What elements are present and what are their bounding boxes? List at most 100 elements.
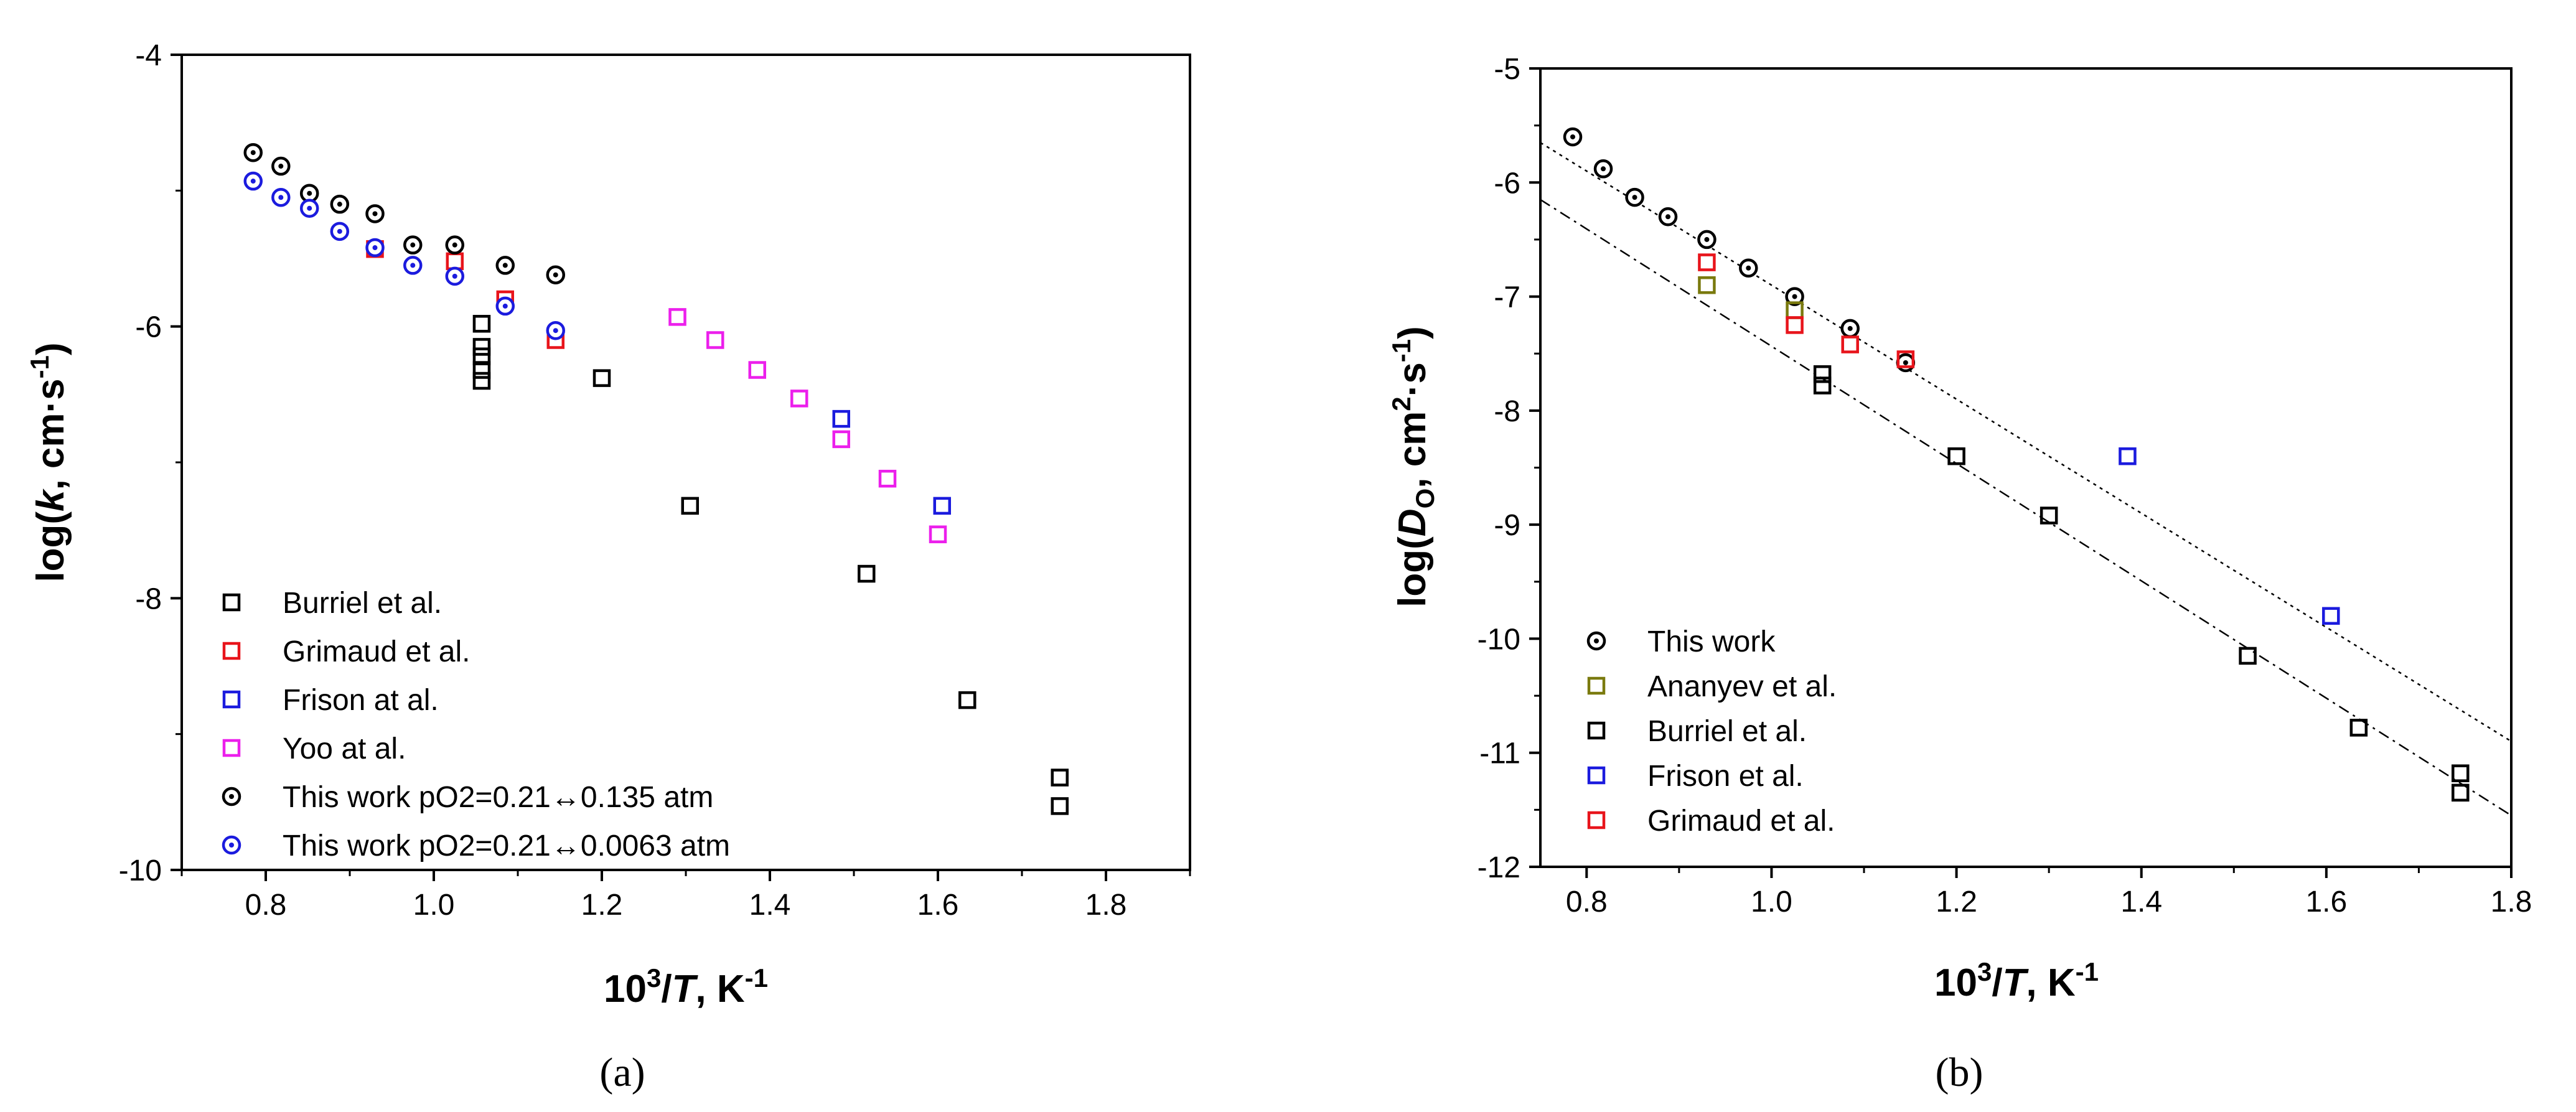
- caption-b: (b): [1936, 1050, 1984, 1095]
- point-a-2-1: [933, 497, 951, 515]
- point-a-5-4: [365, 238, 385, 258]
- point-a-4-1: [271, 156, 291, 176]
- point-b-0-0: [1563, 127, 1583, 147]
- panel-b: 0.8 1.0 1.2 1.4 1.6 1.8 -12 -11 -10 -9 -8 -7 -6 -5 Th…: [1387, 53, 2532, 1095]
- ticks-b: 0.8 1.0 1.2 1.4 1.6 1.8 -12 -11 -10 -9 -8 -7 -6 -5: [1478, 53, 2532, 918]
- point-a-3-4: [832, 430, 850, 449]
- panel-a: 0.8 1.0 1.2 1.4 1.6 1.8 -10 -8 -6 -4 Burriel et a…: [25, 39, 1191, 1095]
- point-a-1-1: [446, 252, 464, 271]
- legend-marker-b-4: [1587, 811, 1606, 829]
- point-a-0-8: [958, 691, 977, 709]
- legend-marker-a-0: [222, 593, 241, 612]
- point-b-0-8: [1896, 353, 1916, 373]
- x-tick-label-a-5: 1.8: [1085, 889, 1127, 922]
- fit-line-b-1: [1540, 199, 2512, 816]
- point-a-4-4: [365, 204, 385, 223]
- legend-marker-b-3: [1587, 766, 1606, 785]
- series-a-grimaud-et-al: [366, 240, 564, 349]
- y-tick-label-b-6: -6: [1494, 167, 1520, 200]
- point-a-4-3: [330, 194, 350, 214]
- point-a-4-6: [445, 235, 464, 255]
- x-axis-title-a: 103/T, K-1: [604, 963, 768, 1011]
- series-b-this-work: [1563, 127, 1916, 373]
- point-a-0-5: [592, 369, 611, 387]
- ticks-a: 0.8 1.0 1.2 1.4 1.6 1.8 -10 -8 -6 -4: [119, 39, 1191, 922]
- x-tick-label-a-0: 0.8: [245, 889, 287, 922]
- point-b-1-0: [1698, 276, 1716, 294]
- point-b-3-1: [2322, 607, 2340, 625]
- point-a-5-0: [243, 171, 263, 191]
- series-b-burriel-et-al: [1813, 365, 2470, 802]
- fit-line-b-0: [1540, 142, 2512, 742]
- data-points-b: [1563, 127, 2470, 802]
- point-b-2-2: [1947, 447, 1965, 465]
- point-b-0-4: [1697, 230, 1717, 250]
- point-a-3-3: [790, 390, 808, 408]
- point-a-0-10: [1051, 797, 1069, 815]
- legend-label-a-5: This work pO2=0.21↔0.0063 atm: [283, 829, 730, 862]
- y-tick-label-b-5: -7: [1494, 281, 1520, 314]
- x-tick-label-a-3: 1.4: [749, 889, 791, 922]
- point-b-2-1: [1813, 376, 1832, 395]
- point-a-3-6: [929, 525, 947, 543]
- point-a-3-1: [706, 331, 724, 349]
- x-tick-label-b-1: 1.0: [1751, 885, 1792, 918]
- point-b-0-7: [1840, 319, 1860, 339]
- point-b-2-3: [2040, 507, 2058, 525]
- y-axis-title-a: log(k, cm·s-1): [25, 342, 72, 582]
- legend-label-b-1: Ananyev et al.: [1647, 670, 1837, 703]
- series-a-burriel-et-al: [472, 315, 1069, 815]
- point-b-4-1: [1786, 316, 1804, 334]
- y-tick-label-b-0: -12: [1478, 851, 1520, 884]
- point-b-0-5: [1739, 258, 1758, 278]
- y-tick-label-b-2: -10: [1478, 623, 1520, 656]
- point-a-5-8: [546, 320, 565, 340]
- y-axis-title-b: log(DO, cm2·s-1): [1387, 326, 1440, 607]
- legend-marker-b-1: [1587, 676, 1606, 695]
- legend-label-a-4: This work pO2=0.21↔0.135 atm: [283, 781, 713, 814]
- legend-marker-a-3: [222, 739, 241, 757]
- y-tick-label-b-1: -11: [1479, 737, 1520, 770]
- point-a-4-0: [243, 143, 263, 162]
- point-b-2-5: [2349, 719, 2368, 737]
- x-tick-label-b-4: 1.6: [2305, 885, 2347, 918]
- point-a-2-0: [832, 409, 850, 428]
- legend-label-b-2: Burriel et al.: [1647, 715, 1807, 748]
- fit-lines-b: [1540, 142, 2512, 816]
- point-a-0-3: [472, 361, 491, 379]
- series-b-frison-et-al: [2119, 447, 2340, 625]
- legend-marker-a-1: [222, 642, 241, 660]
- legend-b: This work Ananyev et al. Burriel et al. Fri…: [1586, 625, 1837, 838]
- point-b-0-2: [1625, 187, 1644, 207]
- legend-marker-b-2: [1587, 721, 1606, 740]
- x-tick-label-a-2: 1.2: [581, 889, 623, 922]
- legend-label-b-0: This work: [1647, 625, 1776, 658]
- point-a-0-9: [1051, 769, 1069, 787]
- y-tick-label-a-3: -4: [135, 39, 162, 72]
- point-b-3-0: [2119, 447, 2137, 465]
- legend-label-a-0: Burriel et al.: [283, 587, 442, 620]
- caption-a: (a): [599, 1050, 645, 1095]
- y-tick-label-a-0: -10: [119, 854, 162, 887]
- legend-label-a-3: Yoo at al.: [283, 732, 406, 765]
- y-tick-label-a-1: -8: [135, 582, 162, 615]
- y-tick-label-b-4: -8: [1494, 395, 1520, 428]
- x-tick-label-a-4: 1.6: [917, 889, 959, 922]
- point-a-3-2: [748, 361, 766, 379]
- legend-label-b-4: Grimaud et al.: [1647, 805, 1835, 838]
- point-a-5-7: [495, 296, 515, 316]
- point-a-0-1: [472, 338, 491, 356]
- point-b-0-1: [1593, 159, 1613, 179]
- point-a-5-5: [403, 256, 423, 275]
- legend-label-a-2: Frison at al.: [283, 684, 439, 717]
- series-b-grimaud-et-al: [1698, 253, 1915, 368]
- point-a-0-4: [472, 371, 491, 390]
- point-a-5-1: [271, 188, 291, 207]
- point-b-0-3: [1658, 207, 1678, 227]
- data-points-a: [243, 143, 1069, 815]
- point-a-4-7: [495, 256, 515, 275]
- x-tick-label-a-1: 1.0: [413, 889, 455, 922]
- point-a-0-0: [472, 315, 491, 333]
- point-a-5-3: [330, 222, 350, 241]
- legend-marker-a-4: [222, 787, 241, 806]
